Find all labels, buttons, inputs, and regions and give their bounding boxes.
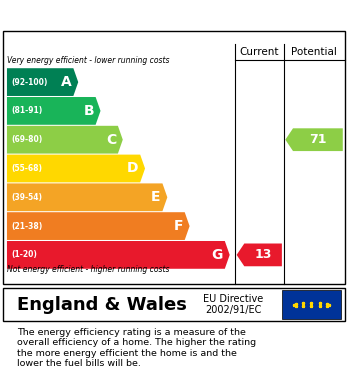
Polygon shape xyxy=(7,97,101,125)
Polygon shape xyxy=(7,154,145,182)
Text: F: F xyxy=(174,219,183,233)
Polygon shape xyxy=(285,128,343,151)
Text: 13: 13 xyxy=(254,248,272,262)
Text: (55-68): (55-68) xyxy=(11,164,42,173)
Text: (39-54): (39-54) xyxy=(11,193,42,202)
Text: EU Directive
2002/91/EC: EU Directive 2002/91/EC xyxy=(203,294,263,316)
Text: Not energy efficient - higher running costs: Not energy efficient - higher running co… xyxy=(7,265,169,274)
Text: E: E xyxy=(151,190,161,204)
Polygon shape xyxy=(7,241,230,269)
Text: Very energy efficient - lower running costs: Very energy efficient - lower running co… xyxy=(7,56,169,65)
Text: Potential: Potential xyxy=(291,47,337,57)
Polygon shape xyxy=(7,212,190,240)
Polygon shape xyxy=(237,244,282,266)
Text: England & Wales: England & Wales xyxy=(17,296,187,314)
Text: G: G xyxy=(212,248,223,262)
Text: (1-20): (1-20) xyxy=(11,250,37,259)
Polygon shape xyxy=(7,126,123,154)
Text: Current: Current xyxy=(239,47,279,57)
Text: (81-91): (81-91) xyxy=(11,106,42,115)
Text: (21-38): (21-38) xyxy=(11,222,42,231)
Text: (69-80): (69-80) xyxy=(11,135,42,144)
Bar xyxy=(282,290,341,319)
Text: B: B xyxy=(83,104,94,118)
Text: D: D xyxy=(127,161,139,176)
Text: C: C xyxy=(106,133,116,147)
Text: Energy Efficiency Rating: Energy Efficiency Rating xyxy=(50,5,298,23)
Text: 71: 71 xyxy=(309,133,327,146)
Text: The energy efficiency rating is a measure of the
overall efficiency of a home. T: The energy efficiency rating is a measur… xyxy=(17,328,256,368)
Text: A: A xyxy=(61,75,72,89)
Polygon shape xyxy=(7,68,78,96)
Polygon shape xyxy=(7,183,167,211)
Text: (92-100): (92-100) xyxy=(11,77,48,86)
